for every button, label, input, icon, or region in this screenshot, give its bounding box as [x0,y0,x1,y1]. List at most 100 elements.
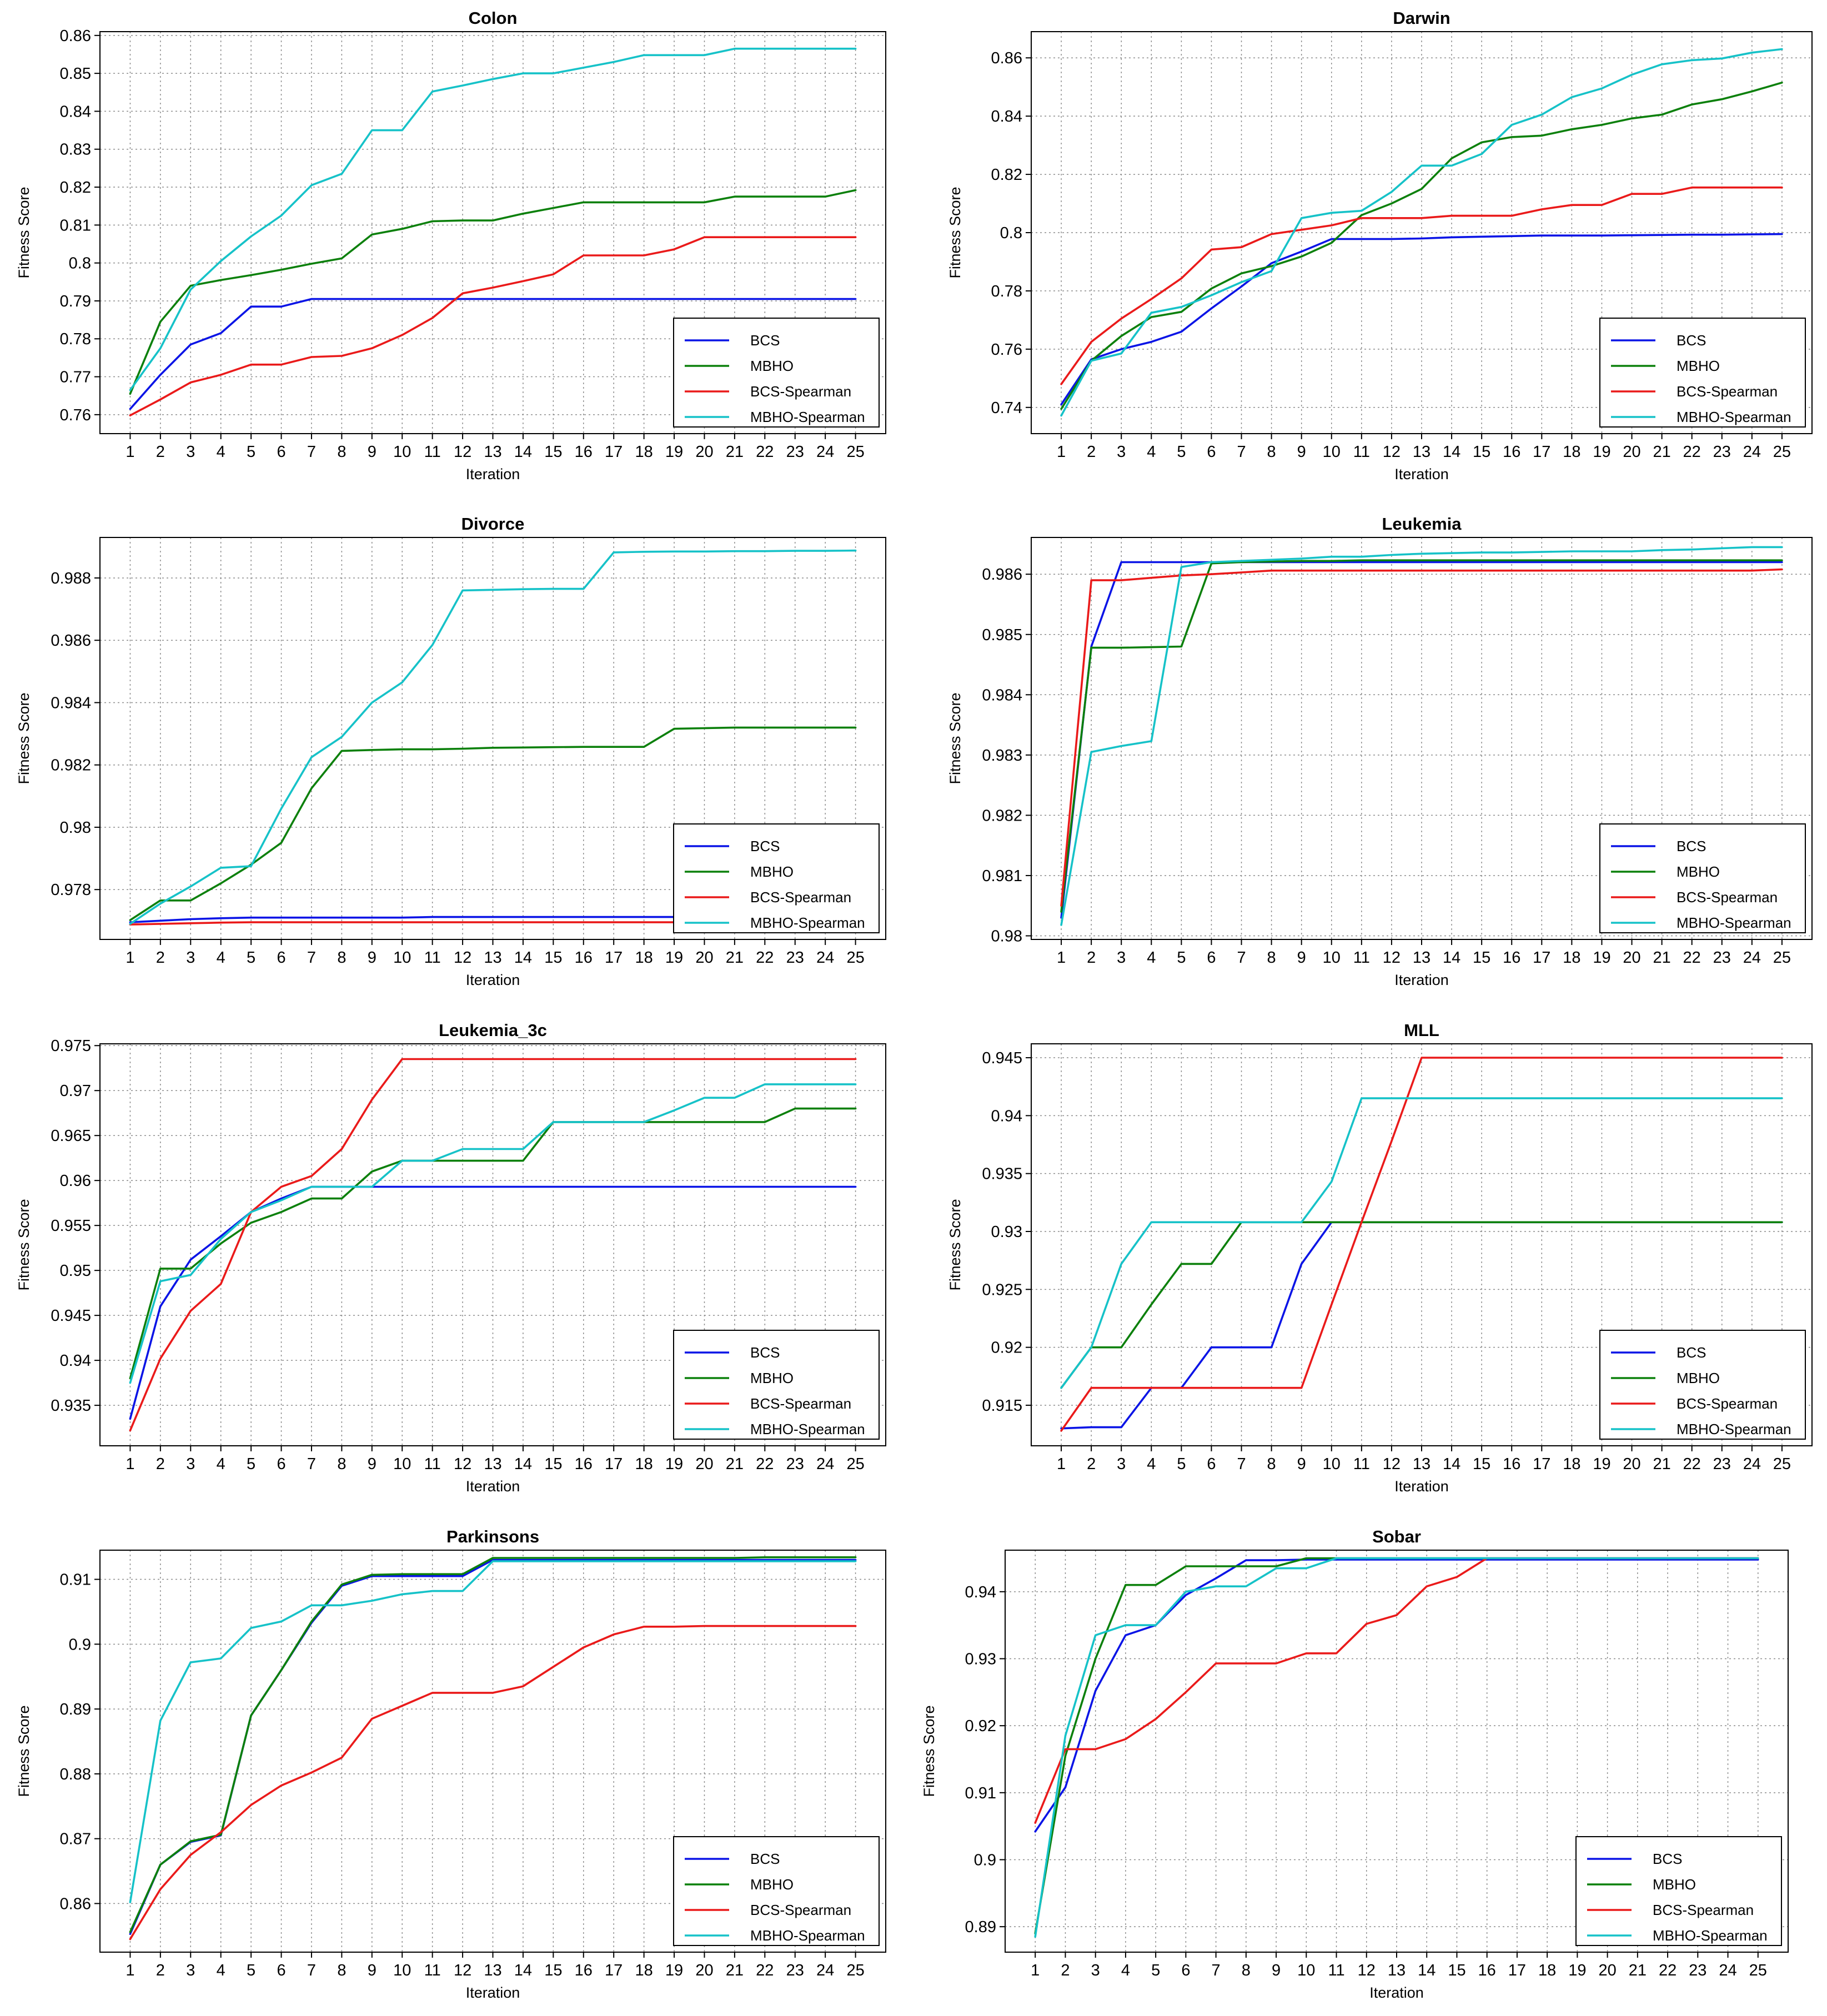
chart-panel-mll: 1 2 3 4 5 6 7 8 9 10 11 12 13 14 15 16 17 18 19 20 21 22 23 24 2… [947,1020,1813,1495]
x-tick-label: 6 [1181,1962,1190,1979]
legend-box [673,1330,880,1440]
y-tick-label: 0.8 [1000,224,1022,242]
y-tick-label: 0.915 [982,1397,1022,1415]
x-axis-label: Iteration [466,1478,520,1495]
series-line-bcs-spearman [129,1625,857,1940]
x-tick-label: 21 [726,949,744,967]
y-tick-label: 0.84 [991,108,1022,125]
x-tick-label: 3 [186,443,195,461]
x-tick-label: 21 [726,1455,744,1473]
x-tick-label: 18 [635,949,652,967]
x-axis-label: Iteration [1369,1984,1424,2001]
x-tick-label: 23 [1713,949,1731,967]
chart-panel-divorce: 1 2 3 4 5 6 7 8 9 10 11 12 13 14 15 16 17 18 19 20 21 22 23 24 2… [16,514,886,988]
y-tick-label: 0.86 [60,1895,91,1913]
y-tick-label: 0.93 [965,1650,996,1668]
y-tick-label: 0.76 [60,406,91,424]
x-tick-label: 20 [695,949,713,967]
y-tick-label: 0.955 [51,1217,91,1235]
x-tick-label: 2 [156,949,165,967]
legend-entry-label: BCS-Spearman [1653,1902,1754,1918]
series-line-bcs [1060,561,1783,919]
x-tick-label: 22 [1659,1962,1677,1979]
y-tick-label: 0.92 [991,1339,1022,1357]
x-tick-label: 1 [126,1455,134,1473]
x-tick-label: 24 [816,1455,834,1473]
x-tick-label: 25 [1749,1962,1767,1979]
series-line-bcs [1060,233,1783,406]
chart-title: MLL [1404,1020,1439,1040]
x-tick-label: 13 [484,443,501,461]
y-axis-label: Fitness Score [16,1705,32,1797]
x-tick-label: 5 [1177,443,1186,461]
y-tick-label: 0.86 [991,49,1022,67]
chart-panel-parkinsons: 1 2 3 4 5 6 7 8 9 10 11 12 13 14 15 16 17 18 19 20 21 22 23 24 2… [16,1527,886,2001]
y-axis-label: Fitness Score [16,1199,32,1290]
x-tick-label: 1 [126,1962,134,1979]
x-tick-label: 19 [665,949,683,967]
x-tick-label: 9 [368,1962,377,1979]
y-tick-label: 0.77 [60,369,91,386]
x-tick-label: 8 [337,443,346,461]
y-tick-label: 0.986 [51,632,91,650]
x-tick-label: 2 [156,1455,165,1473]
y-axis-label: Fitness Score [947,692,963,784]
x-tick-label: 12 [1383,1455,1401,1473]
x-tick-label: 1 [1031,1962,1040,1979]
x-tick-label: 22 [756,1455,774,1473]
legend-entry-label: BCS-Spearman [750,383,851,400]
x-tick-label: 3 [1091,1962,1100,1979]
x-tick-label: 20 [695,443,713,461]
y-tick-label: 0.94 [991,1107,1022,1125]
x-tick-label: 17 [1533,949,1550,967]
legend: BCS MBHO BCS-Spearman MBHO-Spearman [673,318,880,428]
series-line-mbho-spearman [1034,1557,1759,1938]
y-tick-label: 0.83 [60,141,91,159]
x-tick-label: 9 [368,443,377,461]
chart-panel-sobar: 1 2 3 4 5 6 7 8 9 10 11 12 13 14 15 16 17 18 19 20 21 22 23 24 2… [921,1527,1789,2001]
legend: BCS MBHO BCS-Spearman MBHO-Spearman [673,1836,880,1946]
x-tick-label: 16 [575,1455,593,1473]
x-tick-label: 5 [1177,949,1186,967]
chart-panel-leukemia: 1 2 3 4 5 6 7 8 9 10 11 12 13 14 15 16 17 18 19 20 21 22 23 24 2… [947,514,1813,988]
x-tick-label: 13 [1413,949,1431,967]
y-tick-label: 0.9 [974,1851,996,1869]
legend-box [673,823,880,933]
x-tick-label: 10 [393,443,411,461]
chart-title: Colon [469,8,518,28]
legend: BCS MBHO BCS-Spearman MBHO-Spearman [1599,1330,1806,1440]
y-tick-label: 0.91 [60,1571,91,1589]
x-tick-label: 24 [816,949,834,967]
x-tick-label: 25 [1773,1455,1791,1473]
x-tick-label: 11 [424,949,441,967]
x-tick-label: 18 [1563,949,1580,967]
x-tick-label: 15 [1473,443,1490,461]
legend-box [673,1836,880,1946]
y-tick-label: 0.78 [60,330,91,348]
series-line-mbho [1060,82,1783,410]
x-tick-label: 12 [1383,949,1401,967]
x-tick-label: 23 [1713,1455,1731,1473]
x-tick-label: 21 [1629,1962,1647,1979]
x-tick-label: 8 [1242,1962,1251,1979]
x-tick-label: 9 [368,1455,377,1473]
series-line-bcs-spearman [1060,186,1783,385]
y-axis-label: Fitness Score [947,1199,963,1290]
x-tick-label: 6 [277,443,285,461]
x-tick-label: 11 [1353,1455,1370,1473]
x-tick-label: 15 [1473,949,1490,967]
x-tick-label: 21 [1653,1455,1670,1473]
x-tick-label: 20 [1623,1455,1640,1473]
x-tick-label: 24 [1743,443,1761,461]
legend-entry-label: MBHO-Spearman [1677,409,1791,425]
x-tick-label: 13 [1388,1962,1406,1979]
x-tick-label: 15 [1448,1962,1465,1979]
y-tick-label: 0.74 [991,399,1022,417]
legend-entry-label: MBHO-Spearman [750,1927,865,1944]
legend-box [673,318,880,428]
series-line-mbho [129,189,857,395]
x-tick-label: 22 [1683,1455,1701,1473]
x-tick-label: 22 [756,443,774,461]
y-tick-label: 0.8 [69,255,91,273]
chart-title: Sobar [1372,1527,1421,1546]
